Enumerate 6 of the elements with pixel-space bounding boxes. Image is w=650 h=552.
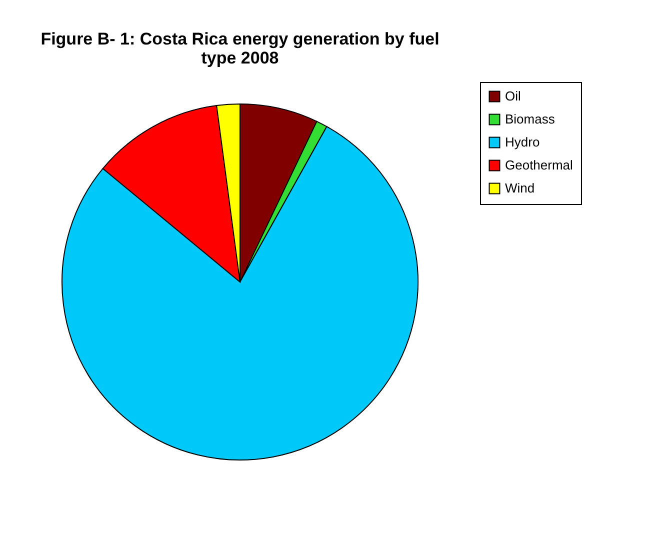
legend-label: Geothermal	[505, 158, 574, 172]
legend-label: Biomass	[505, 112, 556, 126]
legend-label: Oil	[505, 88, 521, 104]
legend-label: Wind	[505, 180, 535, 196]
chart-title: Figure B- 1: Costa Rica energy generation by fuel type 2008	[40, 30, 440, 68]
legend-label: Hydro	[505, 134, 540, 150]
